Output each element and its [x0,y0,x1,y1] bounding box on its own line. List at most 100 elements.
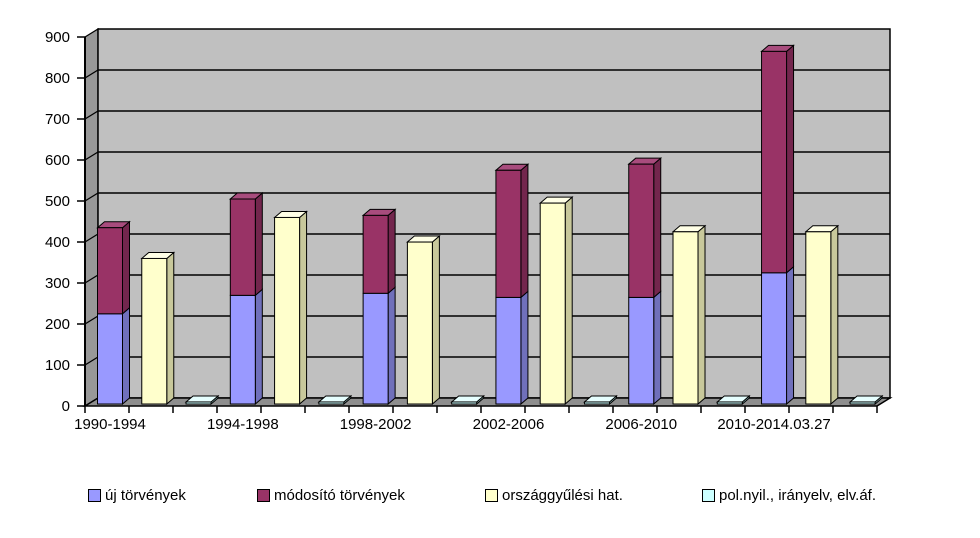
gridline-side [84,315,99,325]
bar-módosító törvények [228,191,264,297]
legend-label: pol.nyil., irányelv, elv.áf. [719,486,877,504]
x-axis-label: 1998-2002 [340,416,412,433]
bar-front-face [229,294,256,405]
bar-új törvények [229,288,263,406]
bar-front-face [185,401,212,405]
bar-pol.nyil., irányelv, elv.áf. [715,394,751,406]
bar-side-face [387,208,396,295]
bar-új törvények [495,290,529,406]
bar-side-face [653,157,662,299]
bar-front-face [628,296,655,405]
gridline-side [84,274,99,284]
bar-side-face [254,288,263,406]
bar-front-face [318,401,345,405]
bar-front-face [583,401,610,405]
gridline-side [84,356,99,366]
bar-pol.nyil., irányelv, elv.áf. [848,394,884,406]
bar-side-face [299,210,308,406]
bar-side-face [431,234,440,406]
stacked-bar-chart-canvas: 0 100 200 300 400 500 600 700 800 900 1990-1994 199… [45,27,893,433]
y-axis-label: 100 [45,357,70,374]
bar-front-face [805,231,832,405]
bar-front-face [716,401,743,405]
bar-side-face [697,224,706,406]
x-axis-label: 2010-2014.03.27 [717,416,830,433]
legend-swatch-icon [485,488,498,502]
x-axis-label: 2002-2006 [473,416,545,433]
bar-front-face [672,231,699,405]
bar-front-face [539,202,566,405]
chart-area: 0 100 200 300 400 500 600 700 800 900 1990-1994 199… [45,27,893,433]
bar-pol.nyil., irányelv, elv.áf. [583,394,618,406]
bar-új törvények [97,306,130,406]
y-axis-label: 300 [45,275,70,292]
bar-front-face [97,227,123,315]
legend-swatch-icon [88,488,101,502]
bar-side-face [254,191,263,297]
legend-item-2: módosító törvények [257,486,405,504]
legend-item-4: pol.nyil., irányelv, elv.áf. [702,486,877,504]
bar-side-face [122,306,130,406]
bar-országgyűlési hat. [538,196,574,406]
y-axis-label: 600 [45,152,70,169]
bar-módosító törvények [96,220,131,315]
y-axis-label: 500 [45,193,70,210]
bar-módosító törvények [494,163,530,299]
bar-side-face [653,290,662,406]
bar-új törvények [628,290,662,406]
bar-side-face [520,290,529,406]
bar-országgyűlési hat. [140,251,176,406]
gridline-side [84,110,99,120]
bar-front-face [495,296,522,405]
bar-országgyűlési hat. [406,234,441,406]
legend-label: országgyűlési hat. [502,486,623,504]
bar-front-face [362,214,389,294]
legend-label: új törvények [105,486,186,504]
bar-front-face [495,169,522,298]
bar-front-face [406,241,433,405]
bar-módosító törvények [361,208,397,295]
bar-front-face [362,292,389,405]
legend-item-3: országgyűlési hat. [485,486,623,504]
bar-side-face [786,265,795,406]
x-axis-label: 1994-1998 [207,416,279,433]
bar-front-face [274,216,301,405]
y-axis-label: 800 [45,70,70,87]
bar-front-face [849,401,876,405]
bar-front-face [141,257,168,405]
bar-országgyűlési hat. [273,210,308,406]
bar-side-face [166,251,175,406]
bar-front-face [229,198,256,296]
bar-side-face [786,44,795,274]
bar-új törvények [761,265,795,406]
bar-új törvények [362,286,396,406]
bar-pol.nyil., irányelv, elv.áf. [317,394,353,406]
y-axis-label: 400 [45,234,70,251]
y-axis-label: 0 [62,398,70,415]
bar-side-face [122,220,130,315]
bar-front-face [628,163,655,298]
chart-legend: új törvények módosító törvények országgyűl… [0,487,980,507]
bar-országgyűlési hat. [804,224,840,406]
x-axis-label: 2006-2010 [605,416,677,433]
bar-front-face [451,401,478,405]
gridline-side [84,192,99,202]
bar-side-face [387,286,396,406]
legend-swatch-icon [702,488,715,502]
bar-módosító törvények [760,44,795,274]
chart-side-wall [84,27,99,408]
y-axis-label: 200 [45,316,70,333]
bar-pol.nyil., irányelv, elv.áf. [184,394,220,406]
bar-országgyűlési hat. [671,224,707,406]
bar-front-face [761,50,788,274]
gridline-side [84,233,99,243]
bar-side-face [520,163,529,299]
x-axis-label: 1990-1994 [74,416,146,433]
legend-label: módosító törvények [274,486,405,504]
bar-side-face [830,224,839,406]
y-axis-label: 900 [45,29,70,46]
bar-front-face [97,313,123,405]
gridline-side [84,151,99,161]
legend-swatch-icon [257,488,270,502]
gridline-side [84,69,99,79]
